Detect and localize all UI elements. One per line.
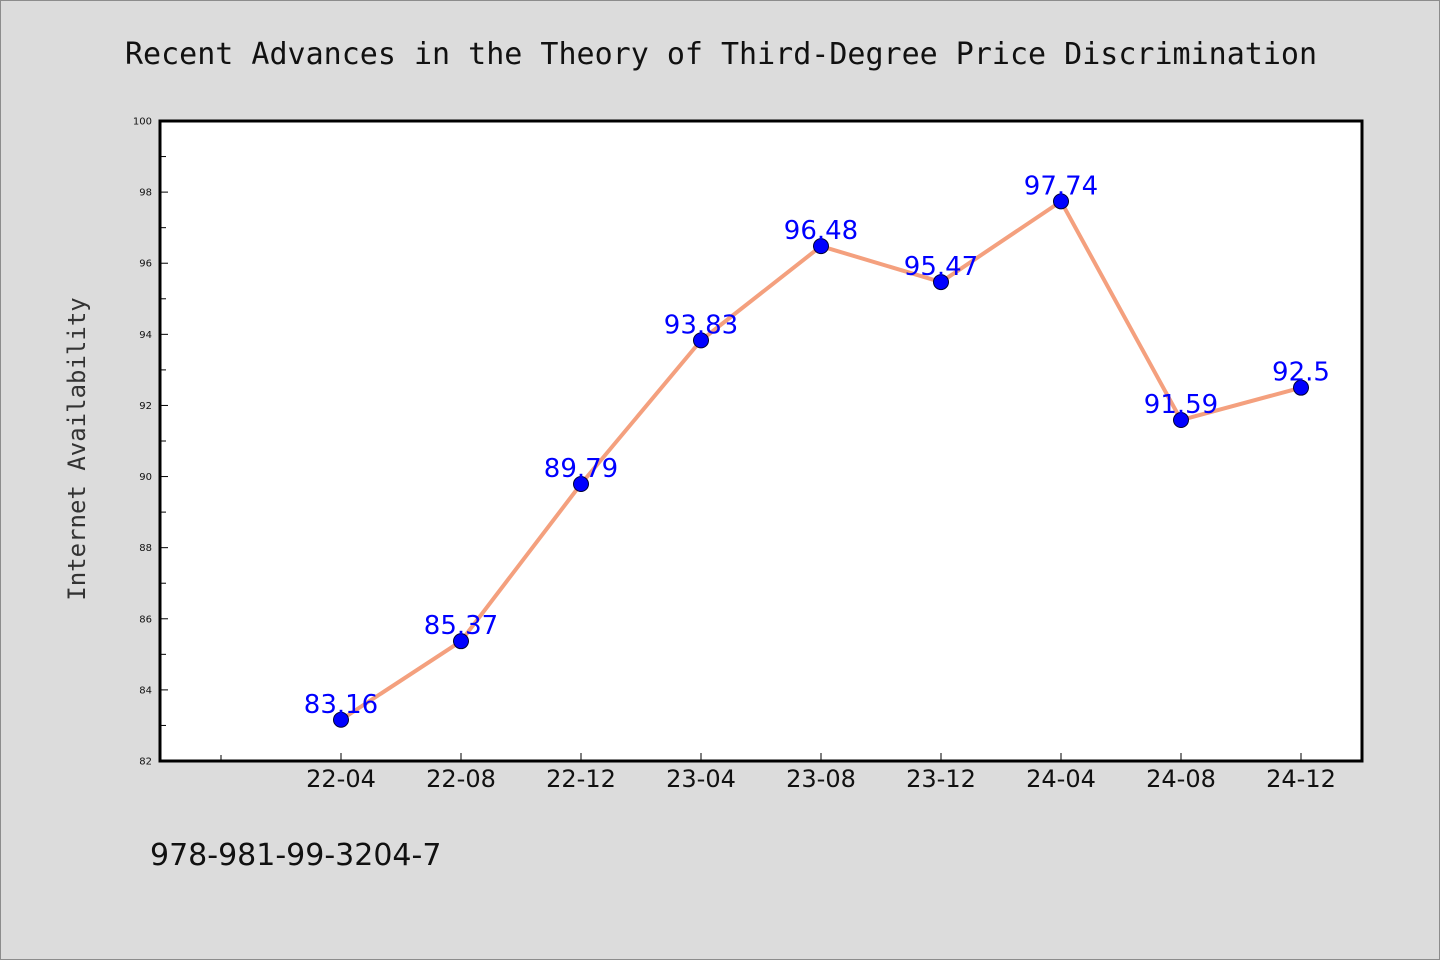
y-tick-label: 96 (139, 259, 152, 270)
x-tick-label: 22-08 (426, 765, 496, 793)
data-labels: 83.16 85.37 89.79 93.83 96.48 95.47 97.74 91.59… (304, 171, 1330, 719)
x-tick-label: 24-08 (1146, 765, 1216, 793)
plot-area (160, 121, 1362, 761)
data-point (813, 238, 829, 255)
x-tick-label: 22-04 (306, 765, 376, 793)
data-label: 93.83 (664, 310, 738, 340)
data-point (1173, 412, 1189, 429)
y-tick-label: 94 (139, 330, 152, 341)
isbn-footer: 978-981-99-3204-7 (150, 838, 441, 873)
y-tick-label: 98 (139, 188, 152, 199)
y-tick-label: 100 (133, 117, 152, 128)
y-tick-label: 82 (139, 757, 152, 768)
y-tick-label: 92 (139, 401, 152, 412)
x-tick-label: 24-12 (1266, 765, 1336, 793)
data-point (693, 332, 709, 349)
data-label: 89.79 (544, 454, 618, 484)
data-label: 95.47 (904, 252, 978, 282)
data-label: 96.48 (784, 216, 858, 246)
chart-title: Recent Advances in the Theory of Third-D… (125, 37, 1317, 72)
y-tick-label: 88 (139, 543, 152, 554)
data-point (333, 711, 349, 728)
x-tick-label: 23-04 (666, 765, 736, 793)
data-point (1053, 193, 1069, 210)
data-label: 91.59 (1144, 390, 1218, 420)
x-tick-label: 22-12 (546, 765, 616, 793)
y-tick-label: 86 (139, 614, 152, 625)
y-tick-label: 90 (139, 472, 152, 483)
data-point (1293, 379, 1309, 396)
data-point (933, 274, 949, 291)
series-markers (333, 193, 1309, 728)
plot-frame (158, 119, 1364, 763)
data-label: 85.37 (424, 611, 498, 641)
x-tick-label: 24-04 (1026, 765, 1096, 793)
y-axis-label: Internet Availability (63, 297, 91, 600)
x-tick-label: 23-08 (786, 765, 856, 793)
x-tick-label: 23-12 (906, 765, 976, 793)
y-tick-label: 84 (139, 685, 152, 696)
data-point (453, 633, 469, 650)
axis-ticks: 82 84 86 88 90 92 94 96 98 100 22-04 22-08 22-12 23-0… (133, 117, 1336, 794)
data-label: 97.74 (1024, 171, 1098, 201)
data-label: 83.16 (304, 690, 378, 720)
data-point (573, 476, 589, 493)
data-label: 92.5 (1272, 358, 1330, 388)
